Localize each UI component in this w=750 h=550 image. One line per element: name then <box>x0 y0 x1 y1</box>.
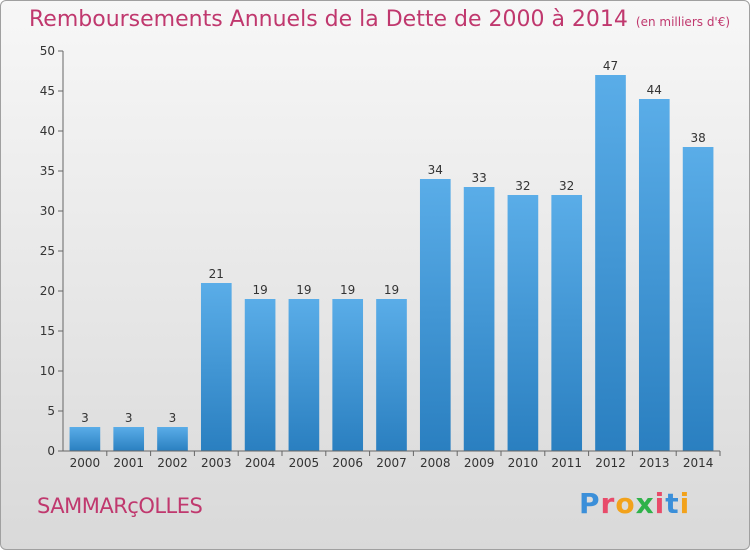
bar-2001 <box>113 427 145 451</box>
logo-letter: P <box>579 487 601 520</box>
chart-title-text: Remboursements Annuels de la Dette de 20… <box>29 7 628 32</box>
bar-value-label: 19 <box>340 283 355 297</box>
x-tick-label: 2007 <box>376 456 407 470</box>
logo-letter: t <box>665 487 680 520</box>
x-tick-label: 2003 <box>201 456 232 470</box>
bar-value-label: 44 <box>647 83 662 97</box>
bar-2012 <box>595 75 626 451</box>
y-tick-label: 45 <box>40 84 55 98</box>
x-tick-label: 2009 <box>464 456 495 470</box>
y-tick-label: 15 <box>40 324 55 338</box>
x-tick-label: 2004 <box>245 456 276 470</box>
bar-2011 <box>551 195 583 451</box>
y-axis: 0 5 10 15 20 25 30 35 40 45 50 <box>40 44 64 458</box>
bar-value-label: 3 <box>125 411 133 425</box>
x-tick-label: 2011 <box>551 456 582 470</box>
bar-2013 <box>638 99 670 451</box>
y-tick-label: 30 <box>40 204 55 218</box>
bar-value-label: 3 <box>169 411 177 425</box>
bar-2007 <box>376 299 407 451</box>
logo-letter: i <box>654 487 666 520</box>
bar-value-label: 32 <box>515 179 530 193</box>
bar-2004 <box>244 299 276 451</box>
y-tick-label: 25 <box>40 244 55 258</box>
chart-title: Remboursements Annuels de la Dette de 20… <box>29 7 730 32</box>
x-tick-label: 2010 <box>508 456 539 470</box>
bar-value-label: 3 <box>81 411 89 425</box>
bar-value-label: 38 <box>690 131 705 145</box>
bar-value-label: 33 <box>471 171 486 185</box>
proxiti-logo: Proxiti <box>579 487 690 520</box>
x-axis: 2000 2001 2002 2003 2004 2005 2006 2007 2008 2009… <box>63 450 721 470</box>
y-tick-label: 0 <box>47 444 55 458</box>
logo-letter: o <box>615 487 636 520</box>
x-tick-label: 2012 <box>595 456 626 470</box>
bar-value-label: 19 <box>252 283 267 297</box>
y-tick-label: 20 <box>40 284 55 298</box>
bar-2009 <box>463 187 495 451</box>
bar-value-label: 19 <box>384 283 399 297</box>
x-tick-label: 2008 <box>420 456 451 470</box>
logo-letter: i <box>679 487 691 520</box>
x-tick-label: 2005 <box>289 456 320 470</box>
y-tick-label: 35 <box>40 164 55 178</box>
x-tick-label: 2006 <box>332 456 363 470</box>
y-tick-label: 50 <box>40 44 55 58</box>
y-tick-label: 5 <box>47 404 55 418</box>
bar-2008 <box>419 179 451 451</box>
x-tick-label: 2001 <box>113 456 144 470</box>
bar-value-label: 19 <box>296 283 311 297</box>
bar-value-label: 47 <box>603 59 618 73</box>
logo-letter: r <box>600 487 616 520</box>
x-tick-label: 2014 <box>683 456 714 470</box>
bar-2002 <box>157 427 188 451</box>
chart-unit: (en milliers d'€) <box>635 15 731 29</box>
bar-2003 <box>200 283 232 451</box>
bar-value-label: 21 <box>209 267 224 281</box>
logo-letter: x <box>635 487 655 520</box>
bar-2006 <box>332 299 364 451</box>
bar-value-label: 34 <box>428 163 443 177</box>
bar-2014 <box>682 147 714 451</box>
x-tick-label: 2002 <box>157 456 188 470</box>
y-tick-label: 10 <box>40 364 55 378</box>
bar-2000 <box>69 427 101 451</box>
commune-name: SAMMARçOLLES <box>37 494 203 518</box>
bar-2005 <box>288 299 320 451</box>
x-tick-label: 2013 <box>639 456 670 470</box>
bar-2010 <box>507 195 539 451</box>
y-tick-label: 40 <box>40 124 55 138</box>
bar-value-label: 32 <box>559 179 574 193</box>
x-tick-label: 2000 <box>70 456 101 470</box>
